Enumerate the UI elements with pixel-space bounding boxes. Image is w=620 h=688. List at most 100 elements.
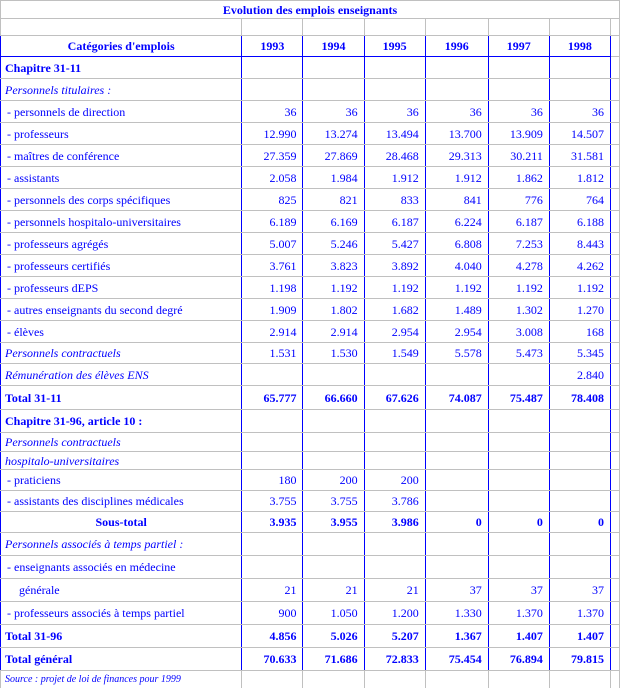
cell-value: 1.862 (487, 166, 550, 189)
cell-value: 3.892 (363, 254, 426, 277)
row-label: Personnels associés à temps partiel : (0, 532, 243, 556)
title-row: Evolution des emplois enseignants (0, 0, 620, 19)
cell-value: 21 (241, 578, 304, 602)
row-label: Chapitre 31-96, article 10 : (0, 409, 243, 433)
cell-value: 1.912 (363, 166, 426, 189)
cell-value (487, 56, 550, 79)
cell-value: 900 (241, 601, 304, 625)
table-row: - professeurs associés à temps partiel 90… (0, 601, 620, 625)
cell-value (363, 432, 426, 452)
cell-value: 71.686 (302, 647, 365, 671)
cell-value (487, 532, 550, 556)
cell-value (424, 451, 489, 470)
cell-value: 79.815 (548, 647, 611, 671)
cell-value (302, 451, 365, 470)
cell-value: 5.473 (487, 342, 550, 364)
cell-value: 2.954 (424, 320, 489, 343)
cell-value: 776 (487, 188, 550, 211)
cell-value: 27.869 (302, 144, 365, 167)
cell-value: 825 (241, 188, 304, 211)
cell-value (363, 532, 426, 556)
cell-value (302, 555, 365, 579)
cell-value: 2.914 (241, 320, 304, 343)
cell-value: 5.207 (363, 624, 426, 648)
row-label: - personnels des corps spécifiques (0, 188, 243, 211)
table-row: - professeurs agrégés 5.007 5.246 5.427 6.80… (0, 232, 620, 255)
cell-value: 7.253 (487, 232, 550, 255)
cell-value: 6.187 (487, 210, 550, 233)
cell-value (302, 363, 365, 386)
table-row: Personnels associés à temps partiel : (0, 532, 620, 556)
cell-value: 2.840 (548, 363, 611, 386)
cell-value (487, 363, 550, 386)
cell-value: 78.408 (548, 385, 611, 410)
row-label: - élèves (0, 320, 243, 343)
cell-value: 5.345 (548, 342, 611, 364)
cell-value: 65.777 (241, 385, 304, 410)
row-label: - professeurs dEPS (0, 276, 243, 299)
row-label: - assistants des disciplines médicales (0, 490, 243, 512)
cell-value (302, 432, 365, 452)
cell-value: 1.192 (487, 276, 550, 299)
table-row: Total 31-96 4.856 5.026 5.207 1.367 1.407 1.40… (0, 624, 620, 648)
row-label: - professeurs certifiés (0, 254, 243, 277)
cell-value: 76.894 (487, 647, 550, 671)
table-row: - personnels hospitalo-universitaires 6.1… (0, 210, 620, 233)
cell-value: 5.578 (424, 342, 489, 364)
cell-value (548, 451, 611, 470)
header-year: 1997 (487, 35, 550, 57)
cell-value: 67.626 (363, 385, 426, 410)
header-year: 1993 (241, 35, 304, 57)
cell-value (241, 532, 304, 556)
row-label: Total 31-96 (0, 624, 243, 648)
cell-value: 13.274 (302, 122, 365, 145)
cell-value (241, 363, 304, 386)
table-row: Personnels contractuels (0, 432, 620, 452)
cell-value: 3.986 (363, 511, 426, 533)
cell-value: 13.700 (424, 122, 489, 145)
header-year: 1994 (302, 35, 365, 57)
table-row: Sous-total 3.935 3.955 3.986 0 0 0 (0, 511, 620, 533)
cell-value: 2.058 (241, 166, 304, 189)
cell-value (424, 56, 489, 79)
cell-value: 3.755 (241, 490, 304, 512)
cell-value: 1.200 (363, 601, 426, 625)
cell-value: 1.912 (424, 166, 489, 189)
cell-value: 3.823 (302, 254, 365, 277)
cell-value (424, 555, 489, 579)
cell-value: 75.454 (424, 647, 489, 671)
row-label: - personnels de direction (0, 100, 243, 123)
cell-value: 1.330 (424, 601, 489, 625)
cell-value: 5.427 (363, 232, 426, 255)
cell-value (487, 490, 550, 512)
cell-value: 5.007 (241, 232, 304, 255)
row-label: générale (0, 578, 243, 602)
cell-value: 0 (424, 511, 489, 533)
cell-value: 36 (487, 100, 550, 123)
cell-value: 3.755 (302, 490, 365, 512)
header-category: Catégories d'emplois (0, 35, 243, 57)
row-label: Sous-total (0, 511, 243, 533)
cell-value (548, 78, 611, 101)
cell-value: 6.189 (241, 210, 304, 233)
row-label: Personnels titulaires : (0, 78, 243, 101)
cell-value (548, 555, 611, 579)
table-row: Rémunération des élèves ENS 2.840 (0, 363, 620, 386)
cell-value: 821 (302, 188, 365, 211)
table-row: - maîtres de conférence 27.359 27.869 28.46… (0, 144, 620, 167)
row-label: - professeurs (0, 122, 243, 145)
cell-value: 1.370 (487, 601, 550, 625)
cell-value: 1.370 (548, 601, 611, 625)
cell-value: 0 (487, 511, 550, 533)
cell-value: 5.246 (302, 232, 365, 255)
blank-row (0, 18, 620, 36)
cell-value: 1.531 (241, 342, 304, 364)
cell-value (487, 555, 550, 579)
cell-value: 4.278 (487, 254, 550, 277)
cell-value: 27.359 (241, 144, 304, 167)
row-label: Personnels contractuels (0, 342, 243, 364)
cell-value (241, 451, 304, 470)
cell-value (424, 490, 489, 512)
cell-value (302, 78, 365, 101)
cell-value: 0 (548, 511, 611, 533)
